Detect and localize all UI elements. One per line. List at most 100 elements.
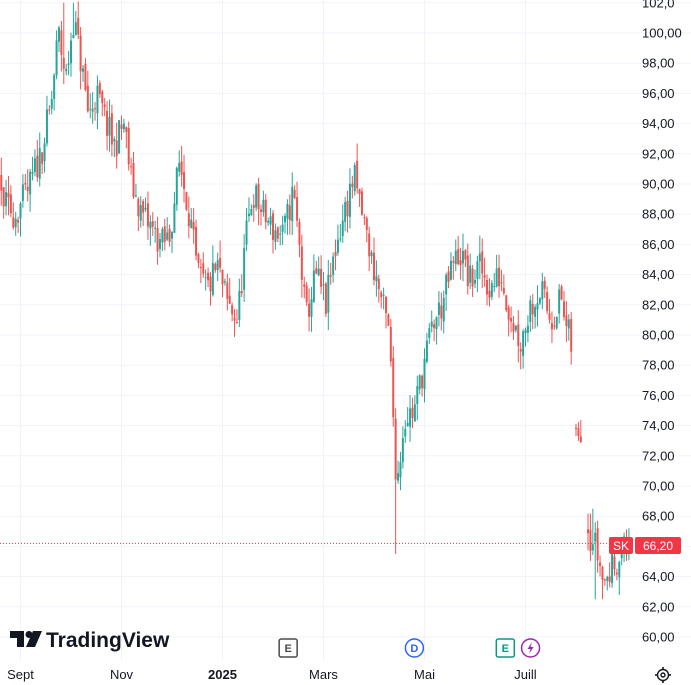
candle-body [505,295,508,311]
candle-body [0,174,3,191]
candle-body [74,22,77,36]
candle-body [310,299,313,317]
y-tick-label: 102,0 [642,0,675,10]
brand-name: TradingView [46,629,170,652]
candle-body [548,313,551,320]
candle-body [115,140,118,157]
candle-body [127,128,130,165]
candle-body [565,315,568,326]
candle-body [55,40,58,76]
candle-body [562,301,565,317]
candle-body [611,553,614,584]
candle-body [43,143,46,162]
candle-body [7,192,10,198]
y-tick-label: 82,00 [642,297,675,312]
candle-body [409,408,412,427]
candle-body [262,199,265,213]
candle-body [459,260,462,265]
candle-body [433,324,436,329]
tradingview-logo[interactable]: TradingView [10,629,170,652]
dividend-icon[interactable] [404,638,425,658]
candle-body [317,268,320,276]
candle-body [447,271,450,282]
candle-body [413,404,416,422]
candle-body [416,386,419,405]
y-tick-label: 86,00 [642,237,675,252]
candle-body [575,427,577,429]
y-tick-label: 76,00 [642,388,675,403]
candle-body [151,221,154,227]
candle-body [183,172,186,189]
candle-body [211,263,214,295]
candle-body [178,162,181,172]
candle-body [204,277,207,279]
candle-body [245,220,248,245]
candle-body [454,250,457,265]
candle-body [163,226,166,242]
candle-body [106,110,109,136]
candle-body [315,268,318,274]
candle-body [214,263,217,271]
candle-body [546,292,549,312]
candle-body [70,40,72,64]
candle-body [601,567,604,580]
candle-body [142,201,145,213]
candle-body [235,321,238,323]
candle-body [228,295,231,304]
candle-body [615,572,618,575]
candle-body [134,195,137,197]
earnings-icon[interactable] [278,638,298,658]
candle-body [353,165,356,192]
settings-icon[interactable] [655,667,671,683]
candle-body [57,27,60,42]
candle-body [19,203,22,219]
candle-body [154,227,157,229]
candle-body [132,162,135,197]
candle-body [65,68,68,72]
earnings-letter: E [502,643,509,655]
candle-body [334,252,337,257]
candle-body [329,275,332,277]
candle-body [567,319,570,329]
candle-body [171,232,173,239]
candle-body [303,284,306,287]
candle-body [370,252,373,256]
candle-body [560,286,563,300]
candle-body [48,109,51,111]
x-tick-label: Mars [309,667,338,682]
candle-body [500,282,503,284]
earnings-icon[interactable] [495,638,516,658]
candle-body [33,158,36,173]
candle-body [373,252,375,281]
candle-body [84,63,87,90]
candle-body [274,230,277,242]
candle-body [36,155,39,178]
candle-body [180,161,183,175]
y-tick-label: 68,00 [642,509,675,524]
y-tick-label: 90,00 [642,177,675,192]
candle-body [60,30,63,55]
candle-body [449,260,452,280]
candle-body [543,280,546,289]
candle-body [257,183,260,210]
candle-body [173,203,176,233]
candle-body [365,218,368,230]
candle-body [377,278,380,290]
candle-body [553,325,556,327]
candle-body [392,358,395,418]
candle-body [312,270,315,302]
candle-body [96,85,99,114]
candle-body [428,328,431,338]
candle-body [195,226,198,256]
candle-body [272,213,274,240]
candle-body [185,191,188,210]
candle-body [233,317,236,321]
candle-body [495,268,498,287]
earnings-letter: E [284,643,291,655]
candle-body [161,229,164,243]
candle-body [255,185,258,208]
candle-body [250,208,253,216]
x-tick-label: 2025 [208,667,237,682]
